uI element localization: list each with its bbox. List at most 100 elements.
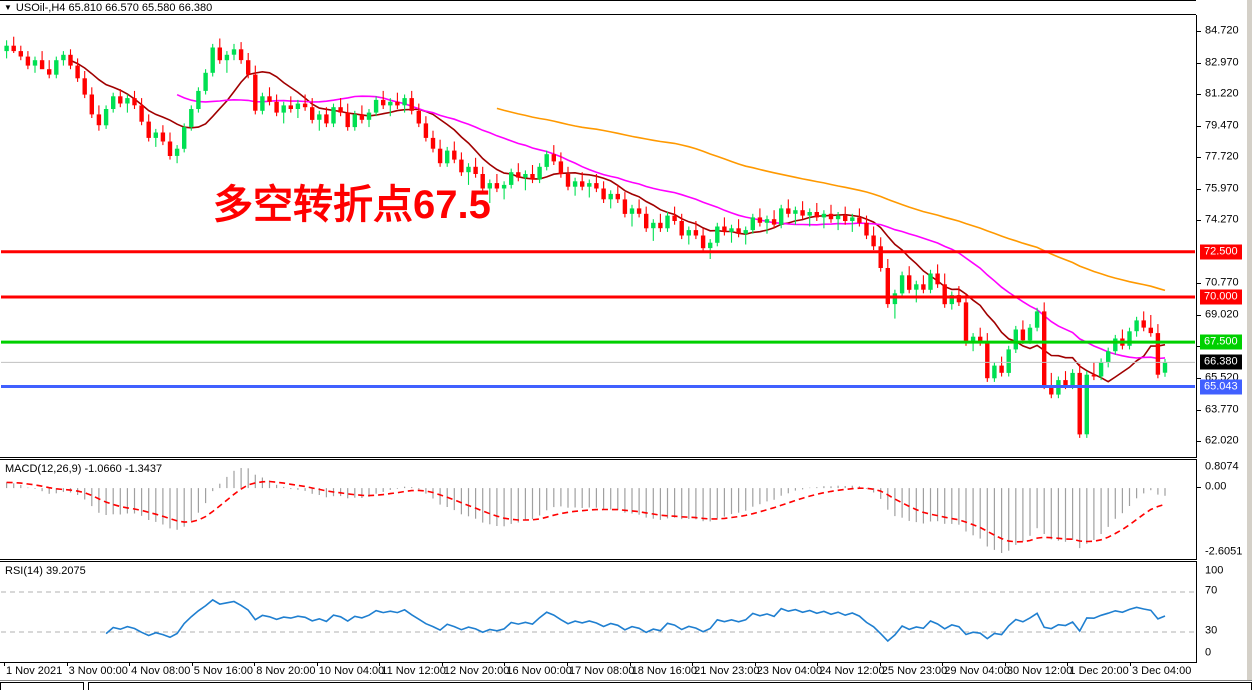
time-tick-label: 24 Nov 12:00 (819, 665, 885, 677)
candle-body (338, 107, 343, 113)
navigator-left-box[interactable] (0, 682, 84, 690)
candle-body (409, 98, 414, 111)
candle-body (587, 183, 592, 187)
candle-body (4, 45, 9, 52)
price-tick (1197, 409, 1201, 411)
time-axis[interactable]: 1 Nov 2021 3 Nov 00:00 4 Nov 08:00 5 Nov 16… (0, 663, 1196, 680)
price-tick (1197, 346, 1201, 348)
chart-annotation-text: 多空转折点67.5 (213, 183, 491, 227)
badge-66380[interactable]: 66.380 (1200, 354, 1242, 370)
candle-body (132, 98, 137, 106)
price-tick-label: 82.970 (1205, 56, 1239, 68)
time-tick (504, 663, 506, 666)
navigator-main-box[interactable] (88, 682, 1252, 690)
candle-body (302, 103, 308, 108)
price-axis[interactable]: 84.720 82.970 81.220 79.470 77.720 75.970 74.2… (1196, 15, 1252, 458)
candle-body (473, 166, 478, 174)
time-tick (817, 663, 819, 666)
candle-body (153, 132, 158, 138)
price-tick-label: 65.520 (1205, 371, 1239, 384)
time-tick (879, 663, 881, 666)
candle-body (1148, 327, 1153, 334)
candle-body (331, 107, 336, 124)
candle-body (828, 213, 834, 220)
candle-body (487, 183, 492, 189)
candle-body (921, 284, 926, 290)
candle-body (750, 217, 755, 231)
candle-body (1077, 372, 1082, 435)
badge-67500[interactable]: 67.500 (1200, 334, 1242, 350)
chevron-down-icon[interactable]: ▼ (4, 2, 12, 12)
candle-body (708, 242, 713, 249)
candle-body (992, 365, 997, 379)
candle-body (779, 208, 784, 225)
macd-signal-line (6, 480, 1166, 543)
candle-body (999, 365, 1004, 373)
price-chart-svg (1, 36, 1195, 438)
candle-body (18, 51, 23, 57)
time-tick-label: 29 Nov 04:00 (944, 665, 1010, 677)
time-tick (567, 663, 568, 666)
time-tick (66, 663, 68, 666)
price-tick (1197, 30, 1201, 32)
badge-70000[interactable]: 70.000 (1200, 289, 1242, 305)
candle-body (949, 295, 954, 305)
candle-body (615, 193, 620, 200)
candle-body (835, 215, 841, 220)
candle-body (558, 161, 564, 175)
candle-body (366, 112, 372, 120)
candle-body (1034, 311, 1040, 328)
time-tick (1067, 663, 1069, 666)
candle-body (288, 105, 293, 109)
price-tick-label: 70.770 (1205, 276, 1239, 289)
macd-plot[interactable] (1, 460, 1195, 559)
candle-body (786, 208, 791, 214)
price-tick (1197, 283, 1201, 284)
candle-body (139, 105, 144, 122)
candle-body (494, 183, 500, 189)
price-tick (1197, 62, 1201, 64)
candle-body (1141, 320, 1146, 328)
badge-72500[interactable]: 72.500 (1200, 244, 1242, 260)
candle-body (679, 221, 684, 236)
candle-body (672, 215, 677, 221)
price-tick-label: 75.970 (1205, 182, 1239, 195)
time-tick-label: 21 Nov 23:00 (694, 665, 760, 677)
candle-body (622, 199, 628, 214)
badge-65043[interactable]: 65.043 (1200, 379, 1242, 394)
macd-chart-svg (5, 468, 1166, 553)
macd-tick (1197, 487, 1201, 489)
candle-body (530, 174, 535, 180)
candle-body (452, 150, 457, 160)
time-tick-label: 5 Nov 16:00 (193, 665, 254, 677)
candle-body (516, 172, 521, 178)
candle-body (864, 222, 869, 236)
candle-body (281, 105, 286, 113)
time-tick-label: 23 Nov 04:00 (756, 665, 823, 677)
time-tick-label: 4 Nov 08:00 (131, 665, 191, 677)
candle-body (324, 114, 329, 124)
candle-body (1106, 351, 1111, 362)
window-right-edge (1246, 0, 1252, 680)
candle-body (167, 141, 173, 156)
navigator-strip[interactable] (0, 680, 1252, 690)
time-tick-label: 17 Nov 08:00 (569, 665, 635, 677)
candle-body (985, 342, 990, 379)
candle-body (416, 110, 421, 124)
time-tick (191, 663, 193, 666)
candle-body (1113, 338, 1118, 352)
rsi-plot[interactable] (1, 562, 1195, 662)
candle-body (373, 99, 379, 113)
candle-body (459, 159, 464, 173)
price-plot[interactable] (1, 15, 1195, 456)
price-tick-label: 63.770 (1205, 403, 1239, 416)
candle-body (1162, 362, 1168, 373)
candle-body (89, 94, 94, 115)
candle-body (551, 154, 556, 162)
candle-body (1013, 329, 1018, 350)
candle-body (210, 47, 215, 73)
candle-body (402, 98, 407, 106)
candle-body (430, 137, 436, 149)
candle-body (25, 56, 31, 66)
candle-body (111, 96, 116, 109)
